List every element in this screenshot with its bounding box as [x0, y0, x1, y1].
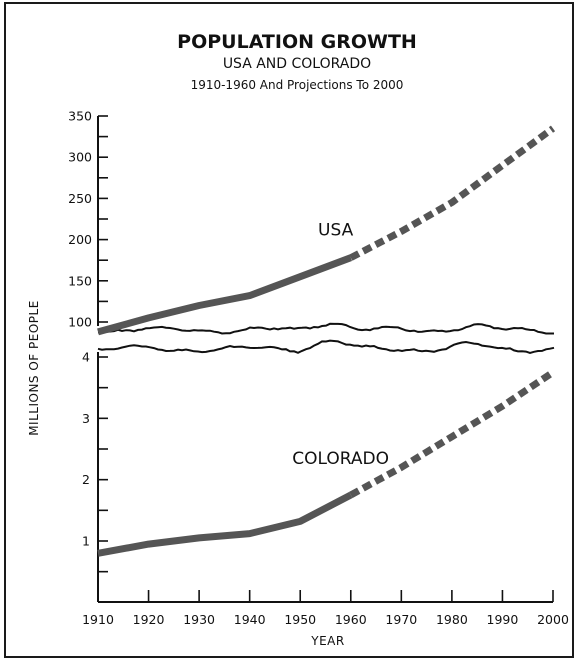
colorado-actual-line — [97, 491, 353, 557]
usa-projection-line — [349, 125, 556, 261]
chart-subtitle-years: 1910-1960 And Projections To 2000 — [191, 78, 404, 92]
series-lines — [97, 125, 556, 557]
series-label-usa: USA — [318, 221, 354, 241]
chart-frame — [4, 2, 574, 658]
axes: 100 150 200 250 300 350 1 2 3 4 1910 1920 1930 1940 19… — [68, 109, 569, 628]
series-label-colorado: COLORADO — [292, 449, 389, 469]
usa-actual-line — [97, 254, 353, 336]
x-axis-label: YEAR — [310, 634, 344, 648]
y-tick-label-colorado: 1 — [82, 534, 90, 549]
colorado-projection-line — [349, 369, 555, 499]
x-tick-label: 1970 — [385, 612, 417, 627]
x-tick-label: 1960 — [335, 612, 367, 627]
y-tick-label-usa: 300 — [68, 150, 92, 165]
x-tick-label: 1910 — [82, 612, 114, 627]
y-tick-label-usa: 200 — [68, 232, 92, 247]
chart-subtitle: USA AND COLORADO — [223, 56, 371, 72]
y-tick-label-usa: 100 — [68, 315, 92, 330]
y-axis-label: MILLIONS OF PEOPLE — [27, 300, 41, 436]
chart-title: POPULATION GROWTH — [177, 31, 417, 53]
y-tick-label-usa: 250 — [68, 191, 92, 206]
y-tick-label-usa: 150 — [68, 273, 92, 288]
series-labels: USA COLORADO — [292, 221, 389, 470]
x-tick-label: 1940 — [234, 612, 266, 627]
y-tick-label-usa: 350 — [68, 109, 92, 124]
break-line-lower — [97, 339, 555, 355]
y-tick-label-colorado: 4 — [82, 350, 90, 365]
break-line-upper — [97, 322, 554, 335]
x-tick-label: 1930 — [183, 612, 215, 627]
x-tick-label: 2000 — [537, 612, 569, 627]
x-tick-label: 1990 — [487, 612, 519, 627]
y-tick-label-colorado: 2 — [82, 472, 90, 487]
axis-break — [97, 322, 555, 355]
x-tick-label: 1950 — [284, 612, 316, 627]
x-tick-label: 1980 — [436, 612, 468, 627]
x-tick-label: 1920 — [133, 612, 165, 627]
y-tick-label-colorado: 3 — [82, 411, 90, 426]
